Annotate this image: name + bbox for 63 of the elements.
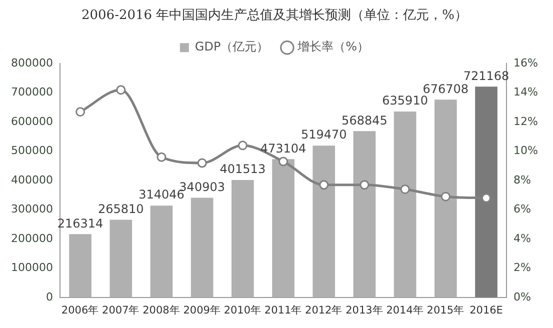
data-label: 635910 (382, 94, 428, 108)
point (156, 152, 166, 162)
bar (353, 131, 376, 298)
point (360, 180, 370, 190)
data-label: 568845 (342, 113, 388, 128)
y2-tick-label: 6% (514, 202, 532, 216)
data-label: 721168 (463, 68, 510, 83)
bar (394, 112, 416, 298)
point (400, 184, 410, 194)
y-tick-label: 400000 (10, 173, 53, 186)
y-tick-label: 100000 (10, 261, 53, 274)
bar (110, 220, 132, 298)
data-label: 314046 (138, 188, 184, 202)
chart-title: 2006-2016 年中国国内生产总值及其增长预测（单位：亿元，%） (81, 8, 468, 24)
x-tick-label: 2015年 (426, 304, 465, 316)
point (440, 192, 450, 202)
x-tick-label: 2012年 (305, 304, 343, 316)
x-tick-label: 2014年 (386, 304, 424, 316)
y-tick-label: 600000 (10, 114, 53, 128)
y-tick-label: 300000 (10, 202, 53, 216)
y2-tick-label: 8% (514, 173, 532, 186)
point (238, 140, 248, 150)
data-label: 265810 (98, 202, 144, 216)
point (319, 180, 329, 190)
data-label: 216314 (57, 216, 104, 230)
y-tick-label: 500000 (10, 144, 53, 158)
bar (69, 234, 92, 298)
point (76, 107, 86, 117)
bar (150, 206, 173, 298)
bar (232, 180, 254, 298)
legend-label: GDP（亿元） (194, 40, 269, 54)
point (197, 158, 207, 168)
x-tick-label: 2010年 (224, 304, 262, 316)
y2-tick-label: 10% (514, 144, 538, 158)
x-tick-label: 2007年 (102, 304, 140, 316)
x-tick-label: 2016E (470, 304, 503, 316)
data-label: 676708 (422, 82, 469, 96)
point (482, 193, 492, 203)
y-tick-label: 700000 (10, 86, 53, 99)
legend-label: 增长率（%） (296, 40, 370, 54)
x-tick-label: 2011年 (264, 304, 302, 316)
x-tick-label: 2008年 (142, 304, 180, 316)
x-tick-label: 2006年 (61, 304, 100, 316)
bar (272, 159, 294, 298)
y2-tick-label: 14% (514, 86, 538, 99)
y2-tick-label: 12% (514, 114, 538, 128)
data-label: 401513 (220, 162, 266, 176)
y-tick-label: 800000 (10, 56, 53, 70)
point (278, 156, 288, 166)
y-tick-label: 0 (46, 290, 53, 304)
y-tick-label: 200000 (10, 232, 53, 245)
data-label: 473104 (260, 141, 306, 156)
x-tick-label: 2009年 (183, 304, 221, 316)
point (116, 85, 126, 95)
y2-tick-label: 2% (514, 261, 532, 274)
bar (434, 100, 457, 298)
y2-tick-label: 0% (514, 290, 532, 304)
bar (312, 146, 336, 298)
y2-tick-label: 16% (514, 56, 538, 70)
data-label: 519470 (300, 128, 347, 142)
bar (190, 198, 214, 298)
y2-tick-label: 4% (514, 232, 532, 245)
x-tick-label: 2013年 (346, 304, 384, 316)
